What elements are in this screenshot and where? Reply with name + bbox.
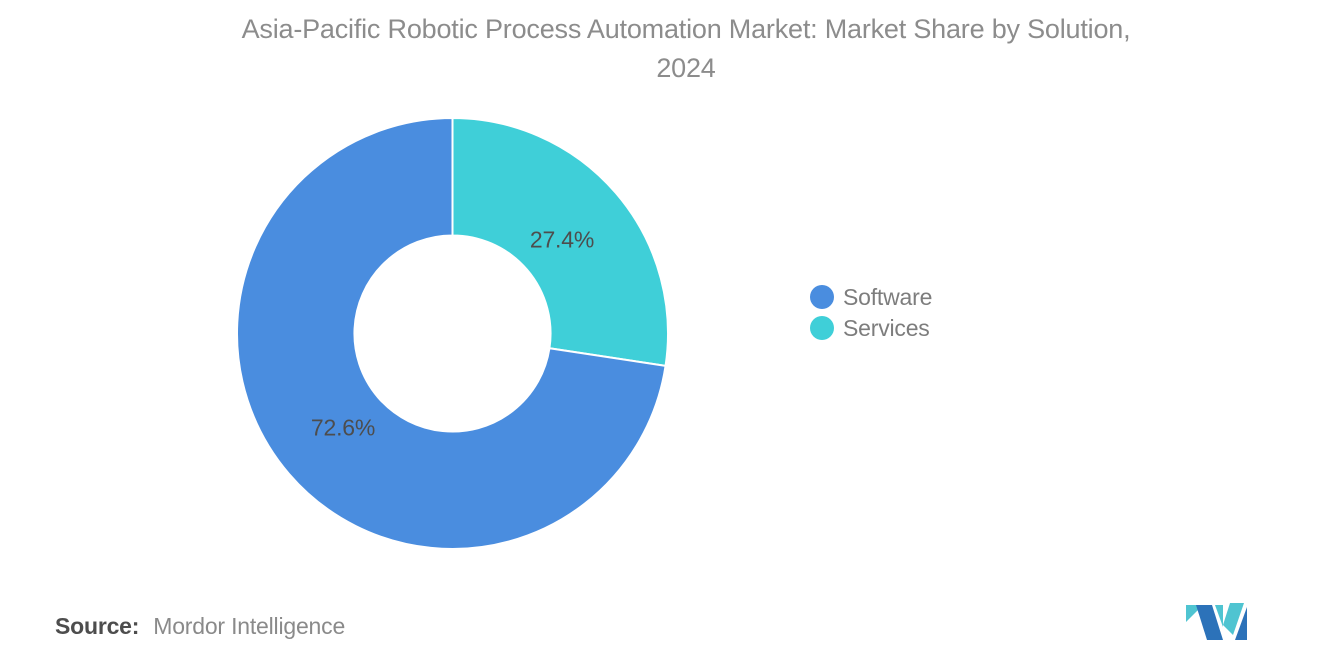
logo-shape-blue-diagonal bbox=[1196, 605, 1223, 640]
legend-label-services: Services bbox=[843, 314, 930, 341]
donut-chart-svg: 27.4% 72.6% bbox=[236, 117, 669, 550]
chart-title-line-2: 2024 bbox=[656, 53, 716, 83]
logo-shape-blue-right bbox=[1235, 607, 1247, 640]
mordor-intelligence-logo bbox=[1186, 603, 1247, 640]
slice-label-software: 72.6% bbox=[311, 415, 375, 441]
slice-label-services: 27.4% bbox=[530, 226, 594, 252]
logo-shape-teal-valley bbox=[1215, 605, 1223, 627]
chart-title: Asia-Pacific Robotic Process Automation … bbox=[0, 10, 1320, 88]
chart-title-line-1: Asia-Pacific Robotic Process Automation … bbox=[241, 14, 1131, 44]
slice-software bbox=[236, 117, 667, 550]
source: Source: Mordor Intelligence bbox=[55, 613, 345, 640]
logo-shape-teal-right bbox=[1223, 603, 1244, 635]
legend: Software Services bbox=[810, 283, 933, 341]
donut-chart: 27.4% 72.6% bbox=[236, 117, 669, 550]
source-label: Source: bbox=[55, 613, 140, 639]
legend-marker-software bbox=[810, 285, 834, 309]
legend-item-services: Services bbox=[810, 314, 932, 341]
legend-item-software: Software bbox=[810, 283, 933, 310]
legend-marker-services bbox=[810, 316, 834, 340]
slice-services bbox=[451, 117, 669, 367]
legend-label-software: Software bbox=[843, 283, 933, 310]
source-value: Mordor Intelligence bbox=[153, 613, 346, 639]
